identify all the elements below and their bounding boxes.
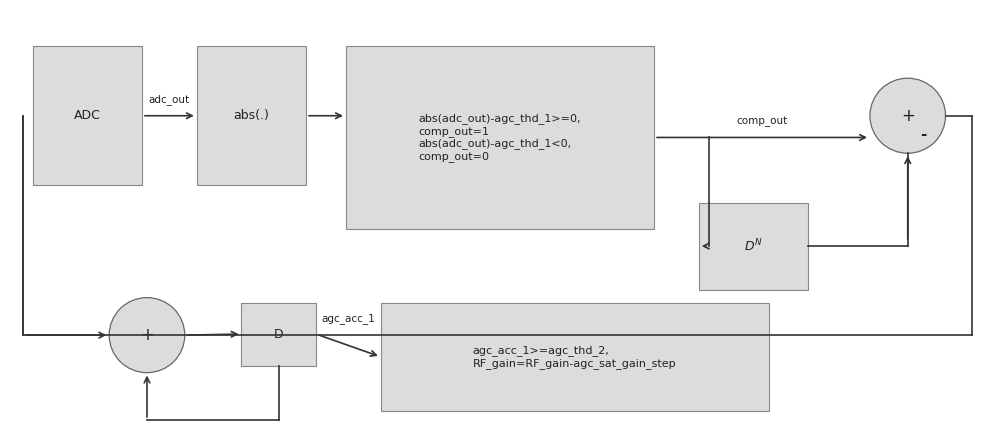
Text: +: +: [901, 107, 915, 125]
Bar: [197, 46, 306, 185]
Text: agc_acc_1: agc_acc_1: [321, 314, 375, 324]
Text: agc_acc_1>=agc_thd_2,
RF_gain=RF_gain-agc_sat_gain_step: agc_acc_1>=agc_thd_2, RF_gain=RF_gain-ag…: [473, 345, 676, 369]
Text: D: D: [274, 327, 284, 341]
Text: +: +: [140, 326, 154, 344]
Ellipse shape: [870, 78, 946, 153]
Bar: [241, 303, 316, 366]
Text: abs(.): abs(.): [233, 109, 269, 122]
Bar: [346, 46, 654, 229]
Text: adc_out: adc_out: [149, 94, 190, 105]
Text: ADC: ADC: [74, 109, 101, 122]
Text: -: -: [920, 127, 926, 142]
Bar: [33, 46, 142, 185]
Text: abs(adc_out)-agc_thd_1>=0,
comp_out=1
abs(adc_out)-agc_thd_1<0,
comp_out=0: abs(adc_out)-agc_thd_1>=0, comp_out=1 ab…: [419, 113, 581, 161]
Bar: [381, 303, 768, 411]
Ellipse shape: [109, 297, 185, 373]
Bar: [699, 203, 808, 290]
Text: comp_out: comp_out: [736, 116, 788, 127]
Text: $D^N$: $D^N$: [744, 238, 763, 254]
